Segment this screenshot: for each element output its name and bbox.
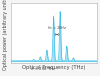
Y-axis label: Optical power (arbitrary units): Optical power (arbitrary units) bbox=[4, 0, 8, 70]
Text: $f_0$ = 200 THz: $f_0$ = 200 THz bbox=[30, 65, 57, 73]
Text: $f_m$ = 10Hz: $f_m$ = 10Hz bbox=[47, 24, 67, 32]
X-axis label: Optical Frequency (THz): Optical Frequency (THz) bbox=[22, 65, 85, 70]
